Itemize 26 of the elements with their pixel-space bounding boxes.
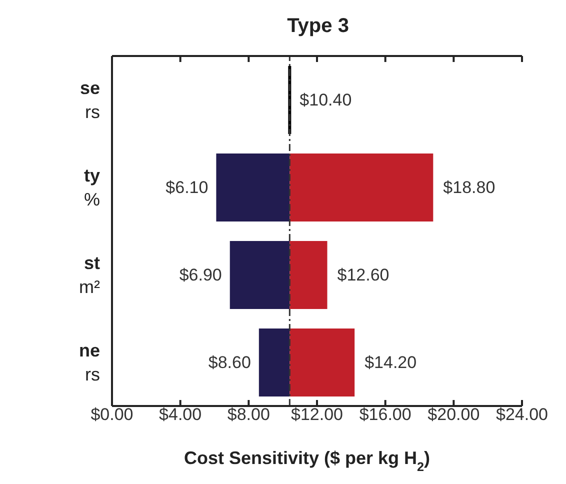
y-tick-label: ne rs [78,340,100,384]
x-tick-label: $0.00 [90,405,134,424]
chart-title: Type 3 [287,15,349,37]
x-tick-label: $12.00 [291,405,343,424]
x-axis-title: Cost Sensitivity ($ per kg H$_{2}$) [184,448,430,474]
y-tick-label: ty % [84,165,100,210]
y-tick-label: se rs [80,78,100,122]
x-tick-label: $24.00 [496,405,548,424]
annotation: $10.40 [300,90,352,110]
x-tick-label: $16.00 [359,405,412,424]
y-tick-label: st m² [79,252,100,297]
x-tick-label: $8.00 [227,405,270,424]
bar [290,328,355,396]
annotation: $12.60 [337,266,390,285]
bar [216,154,290,222]
annotation: $18.80 [443,178,496,198]
annotation: $14.20 [364,353,417,372]
bar [230,241,290,309]
annotation: $6.10 [166,178,208,198]
annotation: $6.90 [179,266,222,285]
annotation: $8.60 [208,353,251,372]
x-tick-label: $4.00 [159,405,202,424]
bar [290,154,434,222]
x-tick-label: $20.00 [428,405,480,424]
bar [290,241,328,309]
bar [258,328,290,396]
